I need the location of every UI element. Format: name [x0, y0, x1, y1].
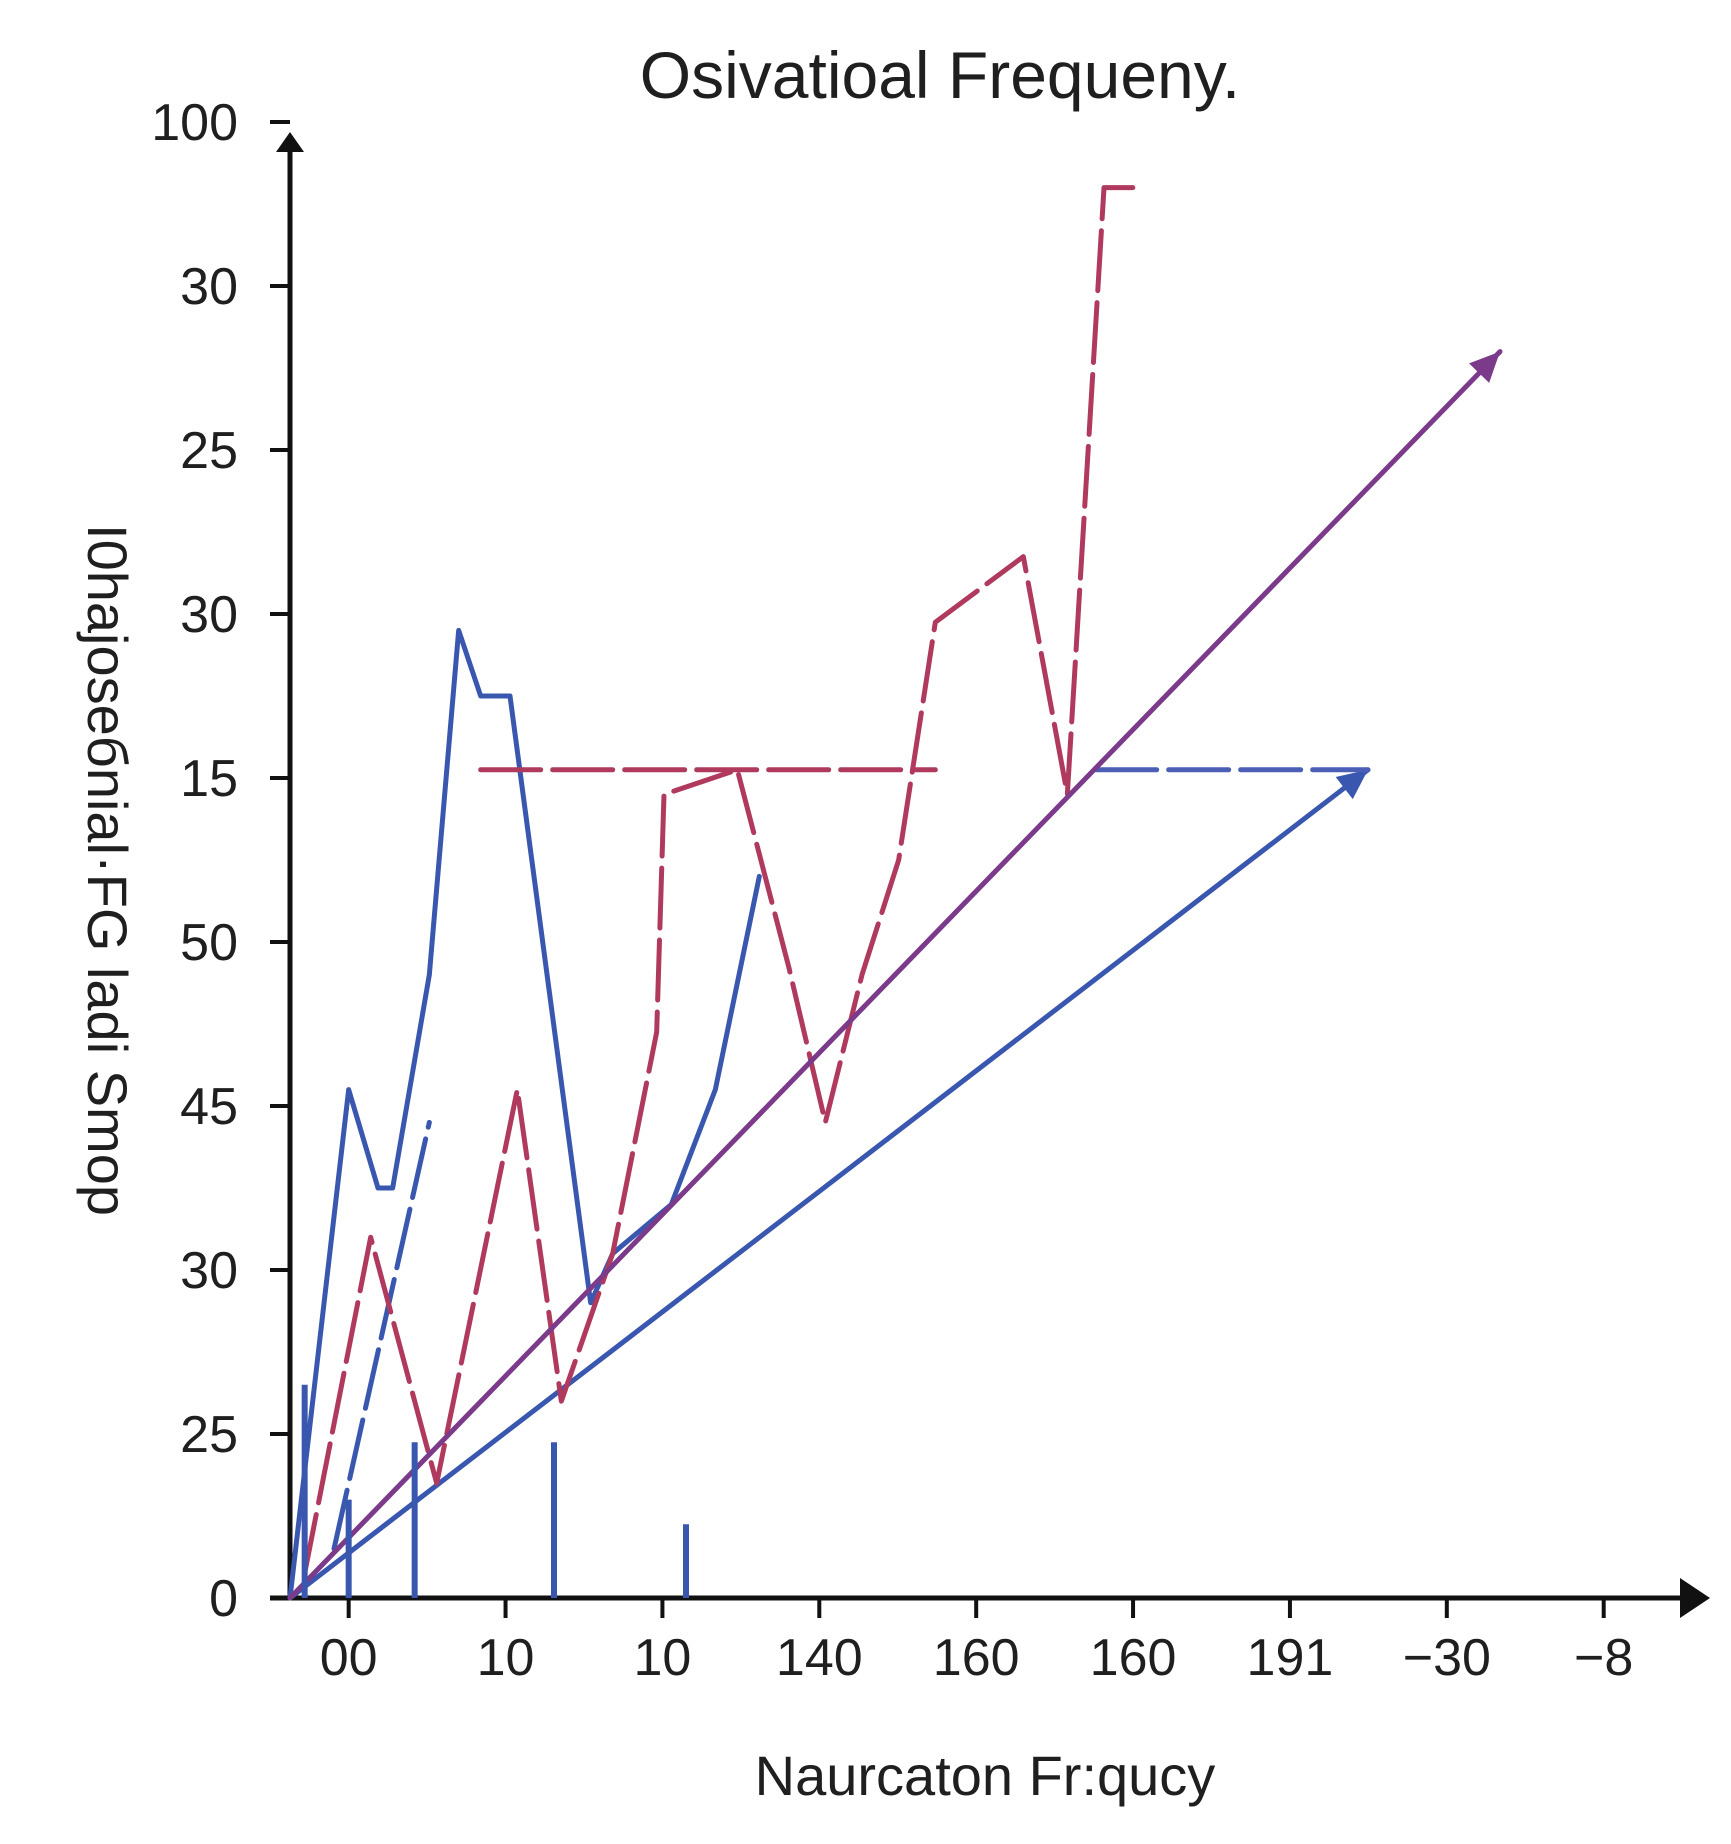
series-arrow-blue-diagonal	[1335, 769, 1368, 800]
y-tick-label: 30	[180, 586, 238, 644]
y-axis-arrow	[276, 132, 304, 152]
x-tick-label: 160	[1090, 1629, 1177, 1687]
series-line-red-zigzag	[302, 185, 1144, 1576]
y-tick-label: 100	[151, 94, 238, 152]
x-tick-label: 160	[933, 1629, 1020, 1687]
series-arrow-purple-trend	[1469, 351, 1500, 383]
y-axis-label: I0hajoseбnial·FG ladi Smop	[76, 524, 139, 1216]
y-tick-label: 45	[180, 1078, 238, 1136]
y-tick-label: 25	[180, 1406, 238, 1464]
y-tick-label: 30	[180, 1242, 238, 1300]
y-tick-label: 30	[180, 258, 238, 316]
x-tick-label: 10	[634, 1629, 692, 1687]
x-tick-label: 191	[1247, 1629, 1334, 1687]
x-ticks: 00 10 10 140 160 160 191 −30 −8	[320, 1598, 1633, 1687]
y-tick-label: 15	[180, 750, 238, 808]
x-tick-label: 00	[320, 1629, 378, 1687]
x-axis-arrow	[1680, 1578, 1710, 1618]
series-line-purple-trend	[287, 349, 1503, 1601]
series-layer	[287, 185, 1503, 1601]
y-tick-label: 50	[180, 914, 238, 972]
series-line-blue-dash-rise	[331, 1119, 432, 1552]
x-tick-label: 140	[776, 1629, 863, 1687]
x-axis-label: Naurcaton Fr:qucy	[755, 1744, 1216, 1807]
series-line-blue-zigzag	[287, 627, 762, 1601]
chart-title: Osivatioal Frequeny.	[640, 38, 1240, 112]
y-ticks: 0 25 30 45 50 15 30 25 30 100	[151, 94, 290, 1628]
x-tick-label: 10	[477, 1629, 535, 1687]
x-tick-label: −30	[1403, 1629, 1491, 1687]
x-tick-label: −8	[1574, 1629, 1633, 1687]
y-tick-label: 25	[180, 422, 238, 480]
series-line-blue-diagonal	[287, 767, 1371, 1601]
y-tick-label: 0	[209, 1570, 238, 1628]
